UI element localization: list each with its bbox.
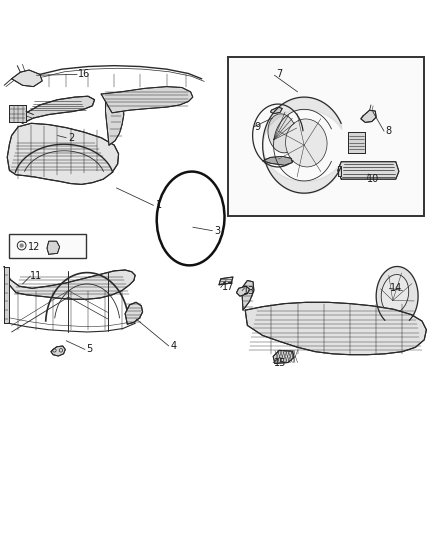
Text: 15: 15 <box>274 358 286 368</box>
Ellipse shape <box>268 114 297 153</box>
Text: 14: 14 <box>390 284 403 293</box>
Text: 9: 9 <box>254 122 260 132</box>
Text: 2: 2 <box>68 133 74 143</box>
Polygon shape <box>7 123 119 184</box>
Polygon shape <box>10 105 26 123</box>
Text: 5: 5 <box>86 344 92 354</box>
Polygon shape <box>12 70 42 87</box>
Polygon shape <box>263 157 292 165</box>
Text: 17: 17 <box>222 282 234 293</box>
Polygon shape <box>271 107 283 114</box>
Text: 3: 3 <box>215 225 221 236</box>
Polygon shape <box>245 302 426 354</box>
Polygon shape <box>106 93 124 145</box>
Bar <box>228 57 424 216</box>
Text: 7: 7 <box>276 69 282 79</box>
Polygon shape <box>47 241 60 254</box>
Polygon shape <box>361 110 376 123</box>
Text: 13: 13 <box>243 286 255 295</box>
Polygon shape <box>4 266 9 323</box>
Ellipse shape <box>286 119 327 167</box>
Text: 16: 16 <box>78 69 91 79</box>
Circle shape <box>19 244 24 248</box>
Polygon shape <box>125 302 143 324</box>
Text: 11: 11 <box>30 271 42 281</box>
Polygon shape <box>101 87 193 113</box>
Polygon shape <box>348 132 365 153</box>
Polygon shape <box>51 346 65 356</box>
Text: 4: 4 <box>171 341 177 351</box>
Polygon shape <box>242 280 254 310</box>
Text: 1: 1 <box>155 200 162 211</box>
Text: 8: 8 <box>385 126 391 136</box>
Polygon shape <box>237 286 250 296</box>
Polygon shape <box>273 350 294 364</box>
Polygon shape <box>338 166 341 176</box>
Polygon shape <box>18 96 95 123</box>
Polygon shape <box>219 277 233 285</box>
Polygon shape <box>376 266 418 320</box>
Bar <box>9 234 86 258</box>
Polygon shape <box>4 266 135 299</box>
Text: 10: 10 <box>367 174 380 184</box>
Ellipse shape <box>381 274 409 313</box>
Text: 12: 12 <box>28 242 40 252</box>
Polygon shape <box>338 161 399 179</box>
